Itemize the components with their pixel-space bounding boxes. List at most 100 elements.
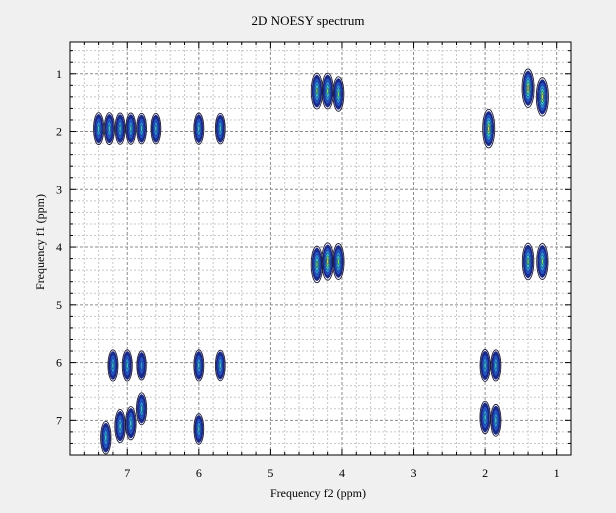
y-tick-label: 6 xyxy=(56,356,62,370)
peak xyxy=(536,243,549,280)
chart-title: 2D NOESY spectrum xyxy=(252,13,365,28)
peak-contour xyxy=(326,258,329,265)
peak-contour xyxy=(487,125,490,132)
peak-outline xyxy=(103,112,115,146)
peak-contour xyxy=(526,85,530,92)
peak xyxy=(136,392,148,426)
peak-outline xyxy=(100,420,112,455)
x-tick-label: 5 xyxy=(267,466,273,480)
peak-contour xyxy=(140,404,143,413)
peak xyxy=(535,77,549,117)
peak-contour xyxy=(197,425,201,433)
peak-outline xyxy=(521,242,535,281)
peak-outline xyxy=(310,72,324,110)
peak-contour xyxy=(111,361,115,370)
peak xyxy=(107,349,119,382)
peak xyxy=(479,400,491,435)
y-axis-label: Frequency f1 (ppm) xyxy=(33,194,47,290)
peak xyxy=(214,112,226,145)
peak-outline xyxy=(125,112,137,145)
peak xyxy=(521,242,535,281)
peak-outline xyxy=(125,406,137,441)
peak-contour xyxy=(219,361,222,370)
peak-contour xyxy=(541,93,544,101)
peak xyxy=(479,349,491,382)
peak xyxy=(136,112,147,145)
peak-contour xyxy=(197,361,201,370)
peak-outline xyxy=(521,68,535,109)
peak-outline xyxy=(193,112,205,145)
peak xyxy=(482,108,496,149)
peak-outline xyxy=(121,349,133,382)
peak-contour xyxy=(483,413,487,422)
peak xyxy=(100,420,112,455)
x-axis-label: Frequency f2 (ppm) xyxy=(270,486,366,500)
peak-outline xyxy=(136,112,147,145)
peak-outline xyxy=(193,349,205,382)
x-tick-label: 4 xyxy=(339,466,345,480)
peak-contour xyxy=(494,416,498,425)
peak xyxy=(214,349,226,382)
peak-contour xyxy=(154,124,158,133)
x-tick-label: 2 xyxy=(482,466,488,480)
peak xyxy=(321,242,334,281)
peak xyxy=(521,68,535,109)
plot-frame xyxy=(69,41,572,456)
peak-outline xyxy=(93,112,105,146)
peak-contour xyxy=(118,124,122,133)
peak-contour xyxy=(494,361,498,370)
peak-contour xyxy=(97,124,100,133)
peak xyxy=(114,112,126,145)
x-tick-label: 1 xyxy=(554,466,560,480)
peak-outline xyxy=(332,243,345,280)
peak xyxy=(150,112,162,145)
peak-contour xyxy=(197,124,201,133)
peak-outline xyxy=(332,76,345,112)
peak-contour xyxy=(326,87,329,95)
peaks-layer xyxy=(93,68,549,455)
peak-outline xyxy=(214,349,226,382)
peak xyxy=(332,243,345,280)
peak-outline xyxy=(214,112,226,145)
peak-outline xyxy=(490,349,502,382)
peak xyxy=(193,349,205,382)
peak xyxy=(136,350,147,381)
peak-contour xyxy=(104,433,108,442)
peak xyxy=(103,112,115,146)
peak-contour xyxy=(315,87,319,95)
peak xyxy=(125,112,137,145)
peak-outline xyxy=(114,112,126,145)
peak-outline xyxy=(535,77,549,117)
y-tick-label: 4 xyxy=(56,240,62,254)
peak xyxy=(121,349,133,382)
peak-contour xyxy=(541,258,544,265)
peak-contour xyxy=(108,124,111,133)
peak-contour xyxy=(483,361,487,370)
peak-contour xyxy=(125,361,129,370)
peak-outline xyxy=(490,403,502,437)
peak xyxy=(332,76,345,112)
peak xyxy=(310,72,324,110)
peak-contour xyxy=(118,422,122,431)
peak-outline xyxy=(150,112,162,145)
peak-outline xyxy=(107,349,119,382)
peak xyxy=(321,72,334,110)
y-tick-label: 1 xyxy=(56,67,62,81)
y-tick-label: 5 xyxy=(56,298,62,312)
y-tick-label: 2 xyxy=(56,125,62,139)
peak-contour xyxy=(337,258,340,265)
peak-outline xyxy=(536,243,549,280)
peak-contour xyxy=(315,260,319,268)
peak-contour xyxy=(337,90,340,98)
peak-outline xyxy=(482,108,496,149)
peak-outline xyxy=(479,349,491,382)
y-tick-label: 7 xyxy=(56,413,62,427)
peak xyxy=(125,406,137,441)
peak-contour xyxy=(219,124,222,133)
peak-contour xyxy=(129,124,133,133)
x-tick-label: 6 xyxy=(196,466,202,480)
peak xyxy=(93,112,105,146)
peak xyxy=(310,245,324,284)
